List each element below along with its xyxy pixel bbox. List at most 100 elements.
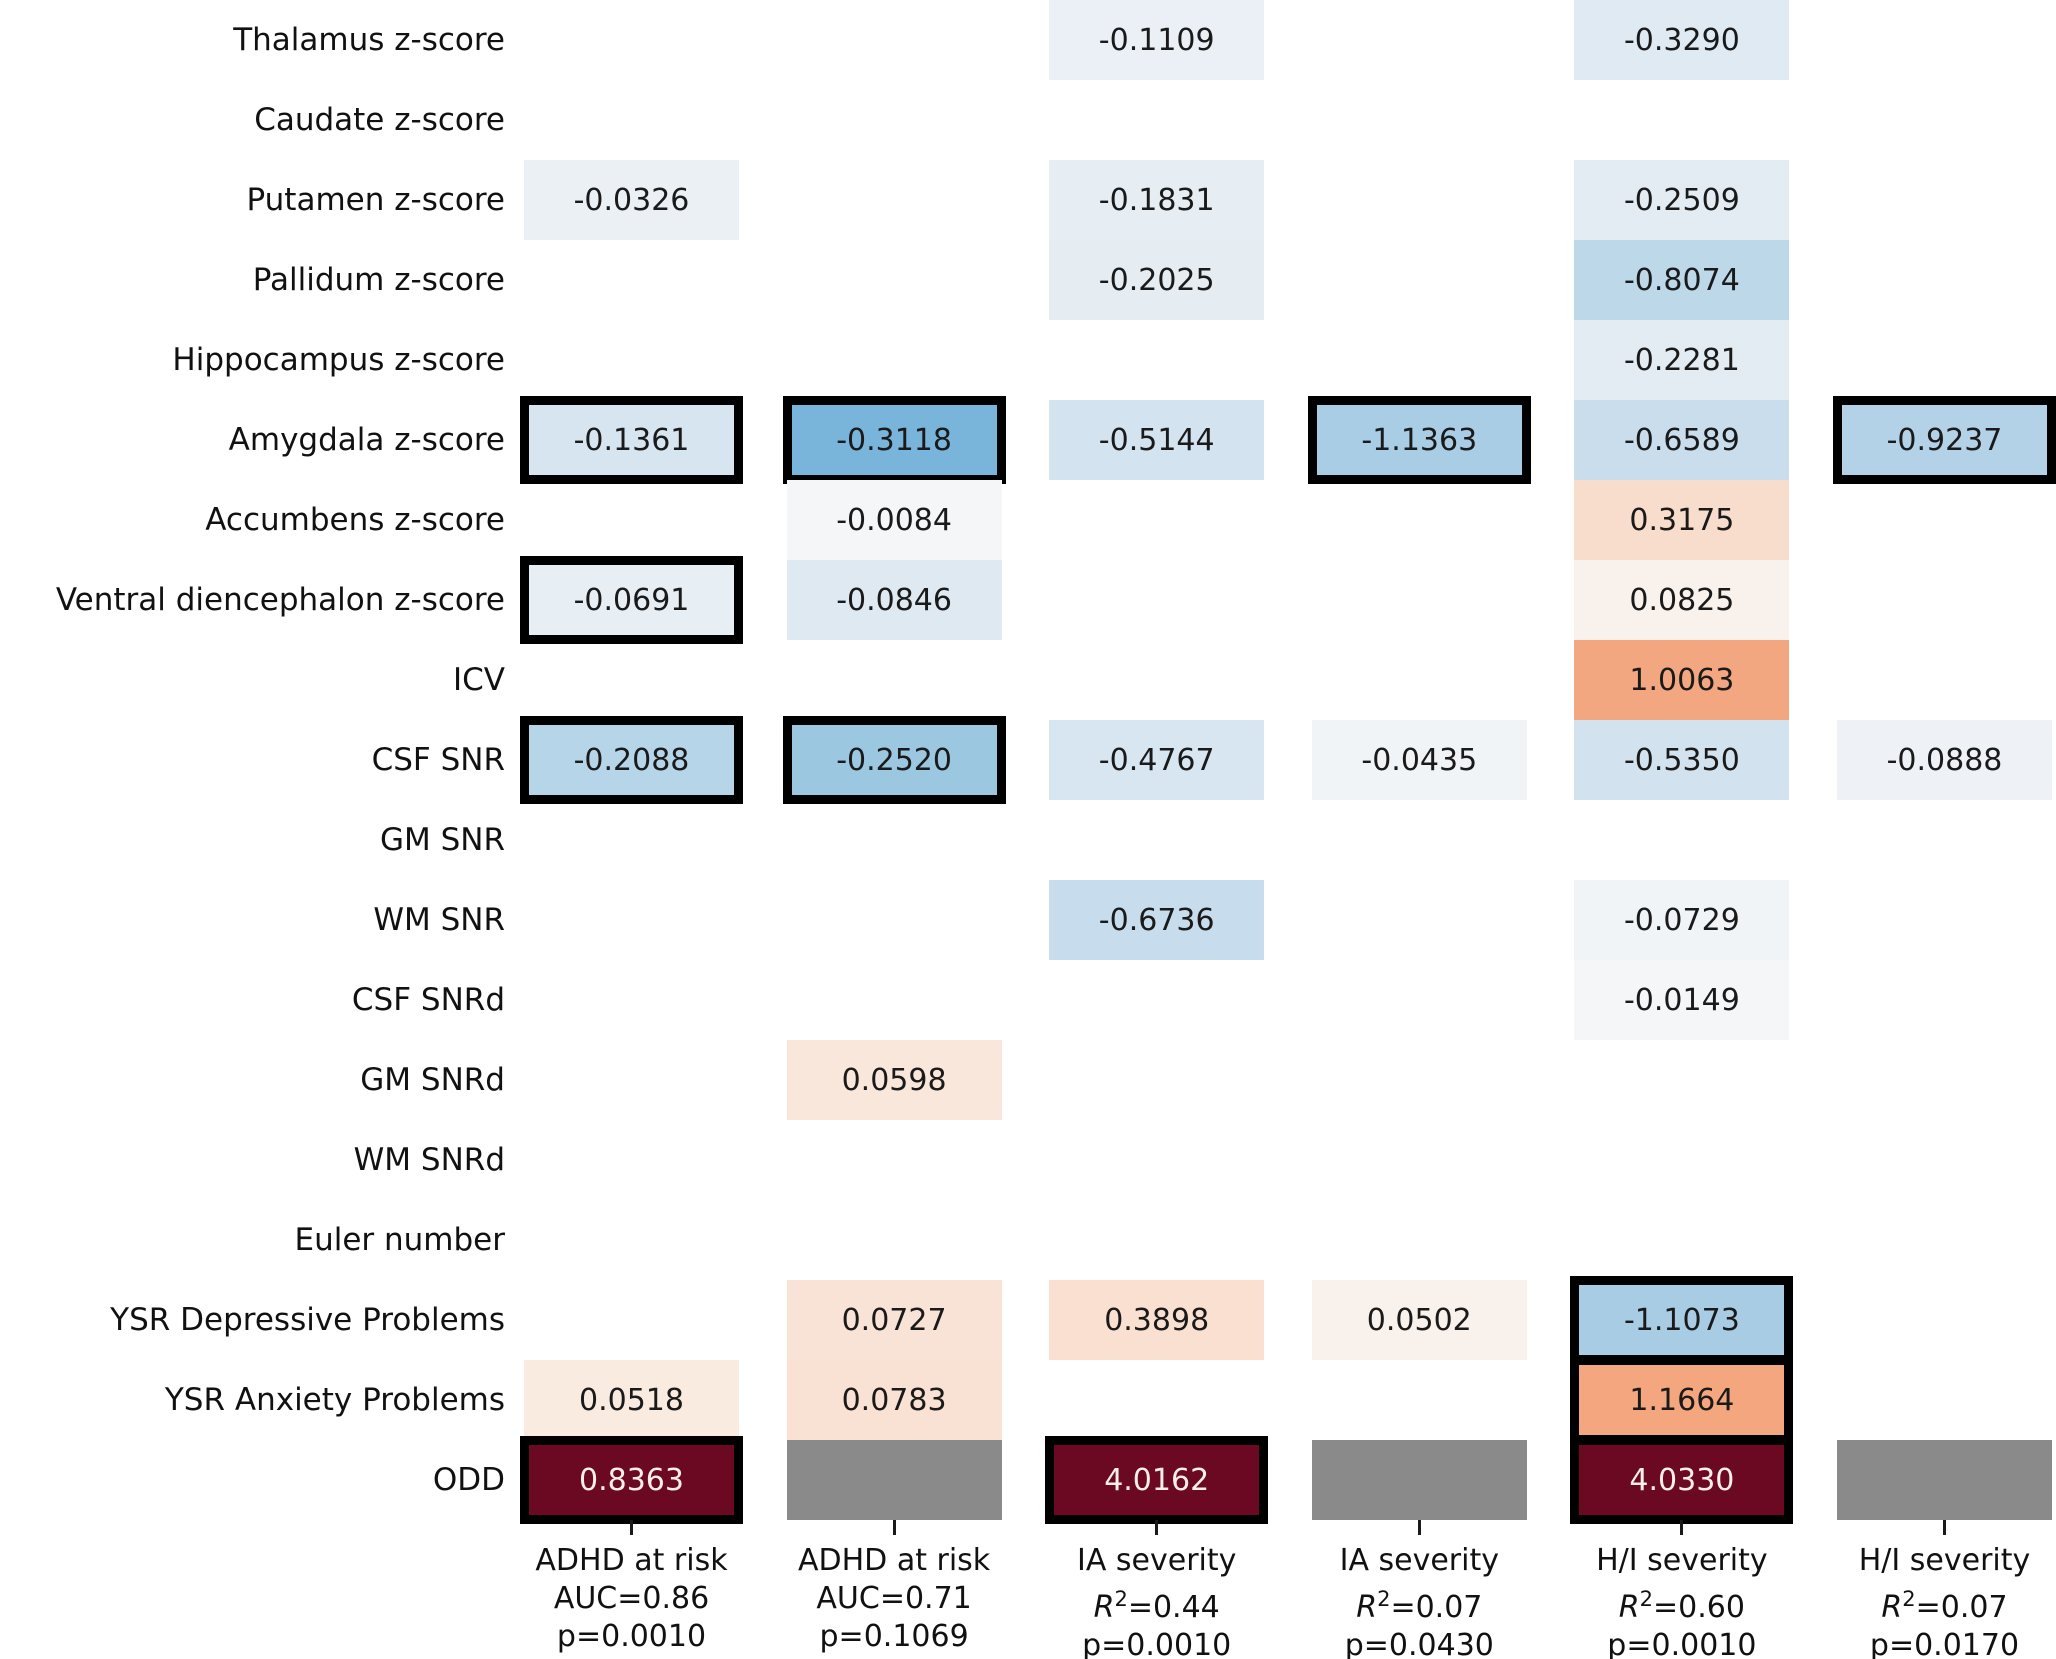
row-label: CSF SNR bbox=[371, 742, 505, 778]
column-label: H/I severity R2=0.07 p=0.0170 bbox=[1859, 1542, 2031, 1659]
heatmap-cell: 0.0727 bbox=[786, 1280, 1002, 1360]
cell-value: -0.5144 bbox=[1098, 422, 1215, 458]
cell-value: 4.0330 bbox=[1629, 1462, 1735, 1498]
heatmap-cell-missing bbox=[1311, 1440, 1527, 1520]
r-symbol: R bbox=[1618, 1590, 1640, 1625]
row-label: Accumbens z-score bbox=[205, 502, 505, 538]
column-outcome-name: H/I severity bbox=[1596, 1543, 1768, 1578]
heatmap-cell-missing bbox=[786, 1440, 1002, 1520]
cell-value: -0.2088 bbox=[573, 742, 690, 778]
column-p-value: p=0.1069 bbox=[819, 1619, 969, 1654]
row-label: CSF SNRd bbox=[351, 982, 505, 1018]
row-label: ODD bbox=[432, 1462, 505, 1498]
cell-value: 1.1664 bbox=[1629, 1382, 1735, 1418]
cell-value: 0.3898 bbox=[1104, 1302, 1210, 1338]
heatmap-cell: -0.2088 bbox=[520, 716, 743, 804]
row-label: Amygdala z-score bbox=[228, 422, 505, 458]
heatmap-cell: 0.0825 bbox=[1574, 560, 1790, 640]
column-outcome-name: ADHD at risk bbox=[798, 1543, 991, 1578]
cell-value: -0.0691 bbox=[573, 582, 690, 618]
heatmap-cell: 4.0330 bbox=[1570, 1436, 1794, 1524]
row-label: WM SNR bbox=[373, 902, 505, 938]
heatmap-cell: -0.1361 bbox=[520, 396, 743, 484]
x-axis-tick bbox=[892, 1520, 896, 1535]
heatmap-cell: -0.1109 bbox=[1049, 0, 1265, 80]
r-symbol: R bbox=[1881, 1590, 1903, 1625]
heatmap-cell: 0.8363 bbox=[520, 1436, 743, 1524]
cell-value: -0.2281 bbox=[1623, 342, 1740, 378]
heatmap-cell: -1.1073 bbox=[1570, 1276, 1794, 1364]
x-axis-tick bbox=[1680, 1520, 1684, 1535]
column-stat: AUC=0.71 bbox=[816, 1581, 972, 1616]
row-label: Hippocampus z-score bbox=[172, 342, 505, 378]
row-label: WM SNRd bbox=[353, 1142, 505, 1178]
cell-value: -0.0149 bbox=[1623, 982, 1740, 1018]
heatmap-cell: 0.0502 bbox=[1311, 1280, 1527, 1360]
cell-value: -0.0084 bbox=[836, 502, 952, 538]
column-outcome-name: H/I severity bbox=[1858, 1543, 2031, 1578]
heatmap-cell: 0.0518 bbox=[524, 1360, 739, 1440]
heatmap-cell: 0.3898 bbox=[1049, 1280, 1265, 1360]
cell-value: -0.3290 bbox=[1623, 22, 1740, 58]
cell-value: -0.5350 bbox=[1623, 742, 1740, 778]
row-label: Thalamus z-score bbox=[233, 22, 505, 58]
heatmap-cell: 4.0162 bbox=[1045, 1436, 1269, 1524]
stat-value: =0.07 bbox=[1390, 1590, 1483, 1625]
row-label: Ventral diencephalon z-score bbox=[55, 582, 505, 618]
cell-value: -0.0888 bbox=[1886, 742, 2003, 778]
column-p-value: p=0.0010 bbox=[1607, 1628, 1757, 1659]
column-stat: R2=0.07 bbox=[1340, 1580, 1499, 1627]
heatmap-cell: -0.0084 bbox=[786, 480, 1002, 560]
heatmap-cell: 1.1664 bbox=[1570, 1356, 1794, 1444]
x-axis-tick bbox=[630, 1520, 633, 1535]
stat-value: =0.44 bbox=[1127, 1590, 1220, 1625]
column-outcome-name: IA severity bbox=[1076, 1543, 1237, 1578]
heatmap-cell: -0.0326 bbox=[524, 160, 739, 240]
cell-value: 0.3175 bbox=[1629, 502, 1735, 538]
cell-value: -0.1831 bbox=[1098, 182, 1215, 218]
column-stat: R2=0.44 bbox=[1077, 1580, 1236, 1627]
column-stat: R2=0.60 bbox=[1596, 1580, 1768, 1627]
cell-value: -0.2509 bbox=[1623, 182, 1740, 218]
heatmap-cell: -0.0691 bbox=[520, 556, 743, 644]
row-label: GM SNRd bbox=[360, 1062, 505, 1098]
heatmap-cell: -0.1831 bbox=[1049, 160, 1265, 240]
cell-value: 1.0063 bbox=[1629, 662, 1735, 698]
heatmap-cell: -0.9237 bbox=[1833, 396, 2056, 484]
cell-value: 0.0598 bbox=[841, 1062, 947, 1098]
cell-value: 0.8363 bbox=[579, 1462, 684, 1498]
cell-value: 4.0162 bbox=[1104, 1462, 1210, 1498]
row-label: Euler number bbox=[294, 1222, 505, 1258]
cell-value: -1.1073 bbox=[1623, 1302, 1740, 1338]
heatmap-cell: -0.0435 bbox=[1311, 720, 1527, 800]
r-squared-exponent: 2 bbox=[1902, 1587, 1916, 1611]
heatmap-cell: -1.1363 bbox=[1307, 396, 1531, 484]
x-axis-tick bbox=[1943, 1520, 1946, 1535]
r-squared-exponent: 2 bbox=[1114, 1587, 1128, 1611]
heatmap-cell: -0.2520 bbox=[782, 716, 1006, 804]
heatmap-cell: 0.0783 bbox=[786, 1360, 1002, 1440]
heatmap-cell: -0.4767 bbox=[1049, 720, 1265, 800]
heatmap-cell: 0.3175 bbox=[1574, 480, 1790, 560]
heatmap-cell: -0.0888 bbox=[1837, 720, 2052, 800]
r-squared-exponent: 2 bbox=[1377, 1587, 1391, 1611]
cell-value: -0.6589 bbox=[1623, 422, 1740, 458]
column-p-value: p=0.0010 bbox=[1082, 1628, 1232, 1659]
cell-value: -0.2520 bbox=[836, 742, 952, 778]
row-label: Pallidum z-score bbox=[252, 262, 505, 298]
cell-value: -0.4767 bbox=[1098, 742, 1215, 778]
heatmap-cell: -0.2509 bbox=[1574, 160, 1790, 240]
cell-value: -0.3118 bbox=[836, 422, 952, 458]
cell-value: -0.9237 bbox=[1886, 422, 2003, 458]
row-label: Putamen z-score bbox=[246, 182, 505, 218]
column-outcome-name: ADHD at risk bbox=[535, 1543, 728, 1578]
heatmap-cell: -0.3290 bbox=[1574, 0, 1790, 80]
column-outcome-name: IA severity bbox=[1339, 1543, 1499, 1578]
heatmap-cell: -0.0846 bbox=[786, 560, 1002, 640]
heatmap-cell: -0.2281 bbox=[1574, 320, 1790, 400]
column-label: ADHD at risk AUC=0.86 p=0.0010 bbox=[535, 1542, 727, 1656]
x-axis-tick bbox=[1155, 1520, 1159, 1535]
heatmap-cell: -0.0729 bbox=[1574, 880, 1790, 960]
heatmap-cell: -0.5144 bbox=[1049, 400, 1265, 480]
